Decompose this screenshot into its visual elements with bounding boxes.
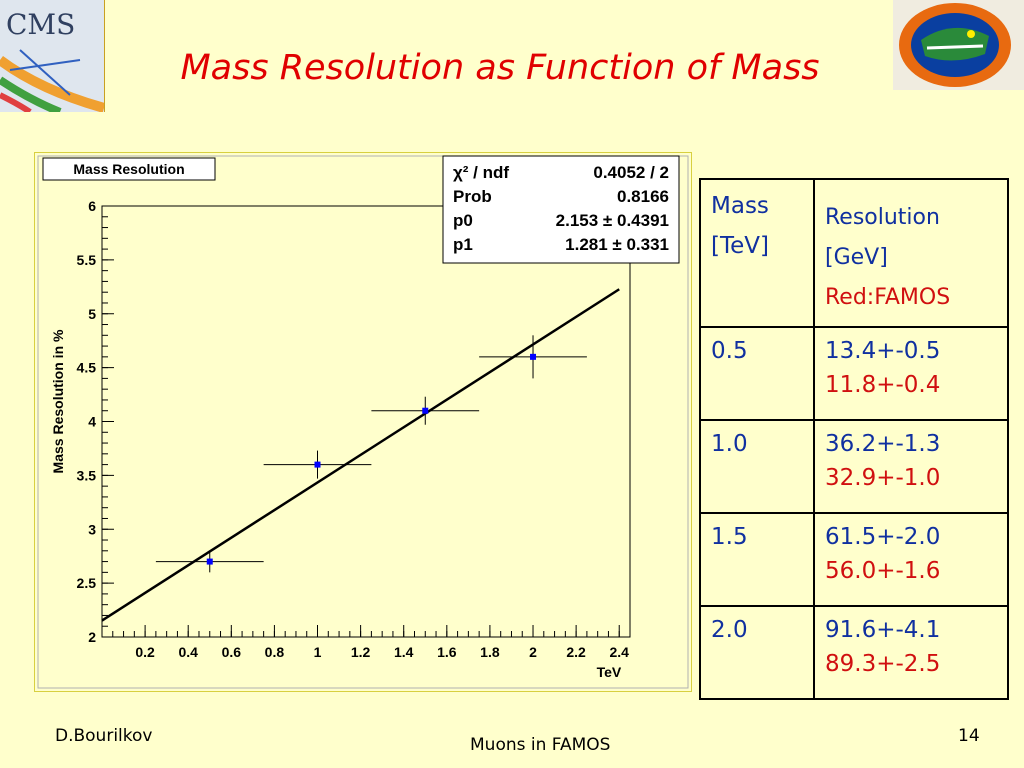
stats-label: Prob <box>453 187 492 206</box>
x-tick-label: 0.2 <box>135 644 155 660</box>
x-tick-label: 0.4 <box>178 644 198 660</box>
table-row: 1.5 61.5+-2.0 56.0+-1.6 <box>699 512 1009 607</box>
cms-logo: CMS <box>0 0 105 112</box>
stats-value: 0.4052 / 2 <box>593 163 669 182</box>
x-tick-label: 1.8 <box>480 644 500 660</box>
slide-title: Mass Resolution as Function of Mass <box>180 48 820 88</box>
stats-value: 1.281 ± 0.331 <box>565 235 669 254</box>
mass-cell: 1.5 <box>699 512 815 607</box>
table-row: 0.5 13.4+-0.5 11.8+-0.4 <box>699 326 1009 421</box>
res-value: 91.6+-4.1 <box>825 617 941 643</box>
stats-label: p1 <box>453 235 473 254</box>
y-tick-label: 4.5 <box>77 360 97 376</box>
mass-cell: 1.0 <box>699 419 815 514</box>
y-tick-label: 5.5 <box>77 252 97 268</box>
mass-cell: 0.5 <box>699 326 815 421</box>
chart-svg: Mass Resolution χ² / ndf 0.4052 / 2 Prob 0.8… <box>37 155 689 689</box>
header-res-cell: Resolution [GeV] Red:FAMOS <box>813 178 1009 328</box>
resolution-table: Mass [TeV] Resolution [GeV] Red:FAMOS 0.… <box>699 178 1009 700</box>
y-tick-label: 2.5 <box>77 575 97 591</box>
x-tick-label: 1.2 <box>351 644 371 660</box>
res-value: 13.4+-0.5 <box>825 338 941 364</box>
x-tick-label: 0.8 <box>265 644 285 660</box>
cms-logo-text: CMS <box>6 8 75 41</box>
res-cell: 36.2+-1.3 32.9+-1.0 <box>813 419 1009 514</box>
stats-label: p0 <box>453 211 473 230</box>
header-mass-label: Mass <box>711 193 769 219</box>
header-mass-unit: [TeV] <box>711 233 769 259</box>
data-point <box>422 407 429 414</box>
data-point <box>206 558 213 565</box>
famos-value: 11.8+-0.4 <box>825 372 941 398</box>
y-tick-label: 3 <box>88 521 96 537</box>
y-axis-label: Mass Resolution in % <box>50 329 66 473</box>
res-value: 36.2+-1.3 <box>825 431 941 457</box>
header-res-famos: Red:FAMOS <box>825 285 951 310</box>
header-res-unit: [GeV] <box>825 245 888 270</box>
y-tick-label: 2 <box>88 629 96 645</box>
famos-value: 89.3+-2.5 <box>825 651 941 677</box>
res-cell: 13.4+-0.5 11.8+-0.4 <box>813 326 1009 421</box>
famos-value: 32.9+-1.0 <box>825 465 941 491</box>
y-tick-label: 3.5 <box>77 467 97 483</box>
footer-author: D.Bourilkov <box>55 726 153 746</box>
x-tick-label: 2.2 <box>566 644 586 660</box>
x-tick-label: 1 <box>314 644 322 660</box>
x-tick-label: 0.6 <box>222 644 242 660</box>
stats-box <box>442 155 680 264</box>
mass-cell: 2.0 <box>699 605 815 700</box>
x-tick-label: 2.4 <box>609 644 629 660</box>
chart-title-box <box>42 157 216 181</box>
chart-canvas <box>37 155 689 689</box>
data-point <box>530 353 537 360</box>
footer-page-number: 14 <box>958 726 980 746</box>
table-header-row: Mass [TeV] Resolution [GeV] Red:FAMOS <box>699 178 1009 328</box>
x-tick-label: 1.4 <box>394 644 414 660</box>
data-point <box>314 461 321 468</box>
stats-label: χ² / ndf <box>453 163 509 182</box>
table-row: 1.0 36.2+-1.3 32.9+-1.0 <box>699 419 1009 514</box>
header-res-label: Resolution <box>825 205 940 230</box>
res-cell: 61.5+-2.0 56.0+-1.6 <box>813 512 1009 607</box>
res-cell: 91.6+-4.1 89.3+-2.5 <box>813 605 1009 700</box>
y-tick-label: 6 <box>88 198 96 214</box>
y-tick-label: 4 <box>88 414 96 430</box>
x-tick-label: 2 <box>529 644 537 660</box>
y-tick-label: 5 <box>88 306 96 322</box>
gator-logo <box>893 0 1024 90</box>
header-mass-cell: Mass [TeV] <box>699 178 815 328</box>
table-row: 2.0 91.6+-4.1 89.3+-2.5 <box>699 605 1009 700</box>
res-value: 61.5+-2.0 <box>825 524 941 550</box>
footer-title: Muons in FAMOS <box>470 735 611 755</box>
famos-value: 56.0+-1.6 <box>825 558 941 584</box>
stats-value: 0.8166 <box>617 187 669 206</box>
stats-value: 2.153 ± 0.4391 <box>556 211 669 230</box>
chart-panel: Mass Resolution χ² / ndf 0.4052 / 2 Prob 0.8… <box>34 152 692 692</box>
x-tick-label: 1.6 <box>437 644 457 660</box>
chart-title: Mass Resolution <box>73 161 184 177</box>
x-axis-label: TeV <box>597 664 622 680</box>
